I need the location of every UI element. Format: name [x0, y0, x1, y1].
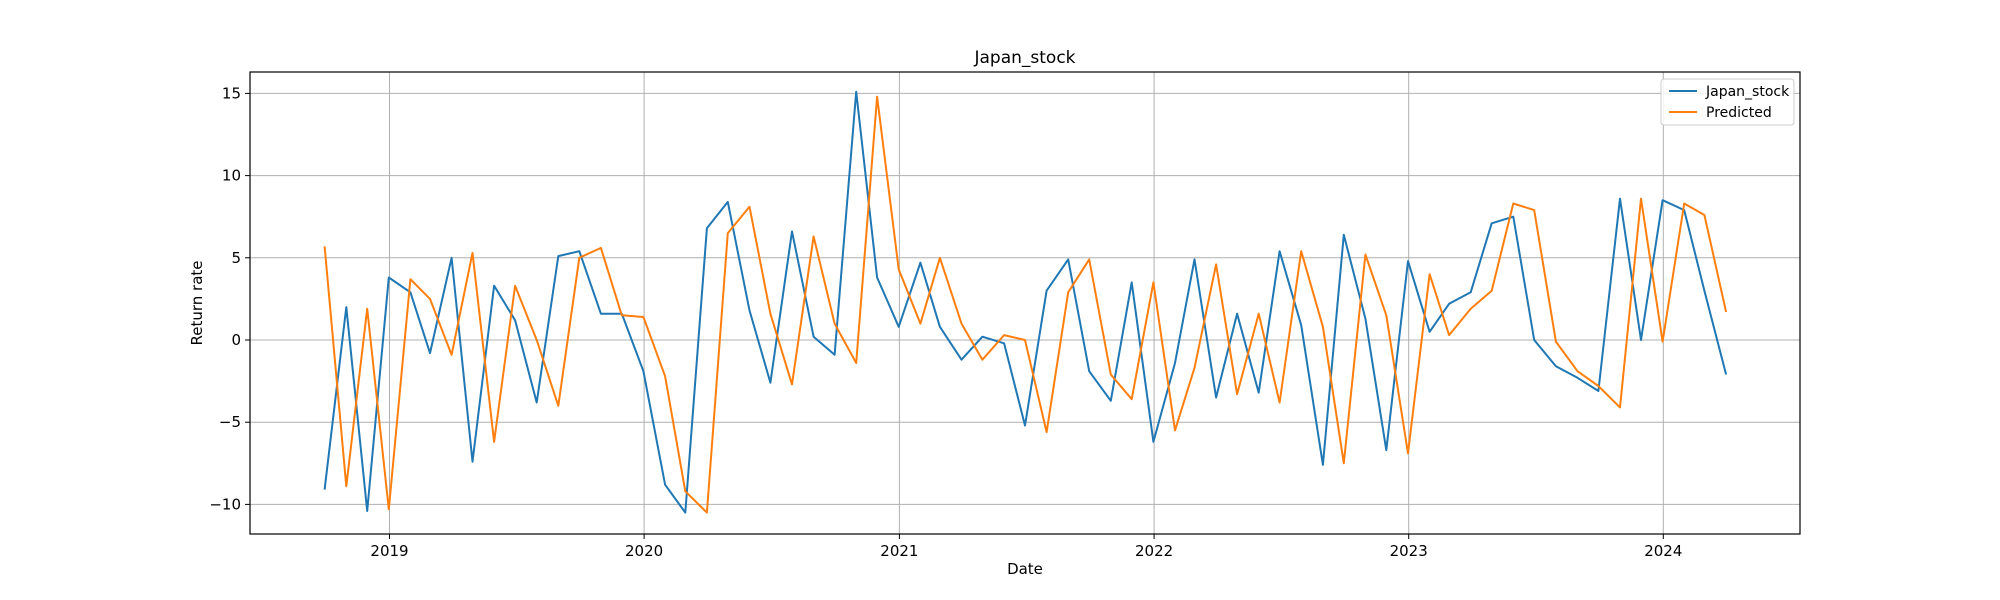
- legend-label-predicted: Predicted: [1706, 105, 1772, 121]
- series-line-japan-stock: [323, 90, 1728, 514]
- plot-frame: [249, 71, 1801, 535]
- y-tick-label: 15: [222, 84, 241, 102]
- legend: Japan_stock Predicted: [1660, 78, 1795, 126]
- x-tick-label: 2024: [1644, 542, 1682, 560]
- x-tick-label: 2022: [1135, 542, 1173, 560]
- y-tick-label: 10: [222, 167, 241, 185]
- y-axis-label: Return rate: [188, 260, 206, 345]
- x-tick-label: 2019: [370, 542, 408, 560]
- y-tick-label: −10: [209, 495, 241, 513]
- axis-ticks: −10 −5 0 5 10 15 2019 2020 2021 2022 2023 2024: [209, 84, 1682, 560]
- x-tick-label: 2020: [625, 542, 663, 560]
- y-tick-label: −5: [219, 413, 241, 431]
- x-tick-label: 2023: [1390, 542, 1428, 560]
- chart-title: Japan_stock: [973, 48, 1075, 68]
- plot-area: [250, 72, 1800, 534]
- series-line-predicted: [323, 95, 1728, 514]
- series-lines: [323, 90, 1728, 514]
- legend-label-japan-stock: Japan_stock: [1705, 84, 1790, 100]
- x-axis-label: Date: [1007, 560, 1043, 578]
- x-tick-label: 2021: [880, 542, 918, 560]
- y-tick-label: 0: [231, 331, 241, 349]
- y-tick-label: 5: [231, 249, 241, 267]
